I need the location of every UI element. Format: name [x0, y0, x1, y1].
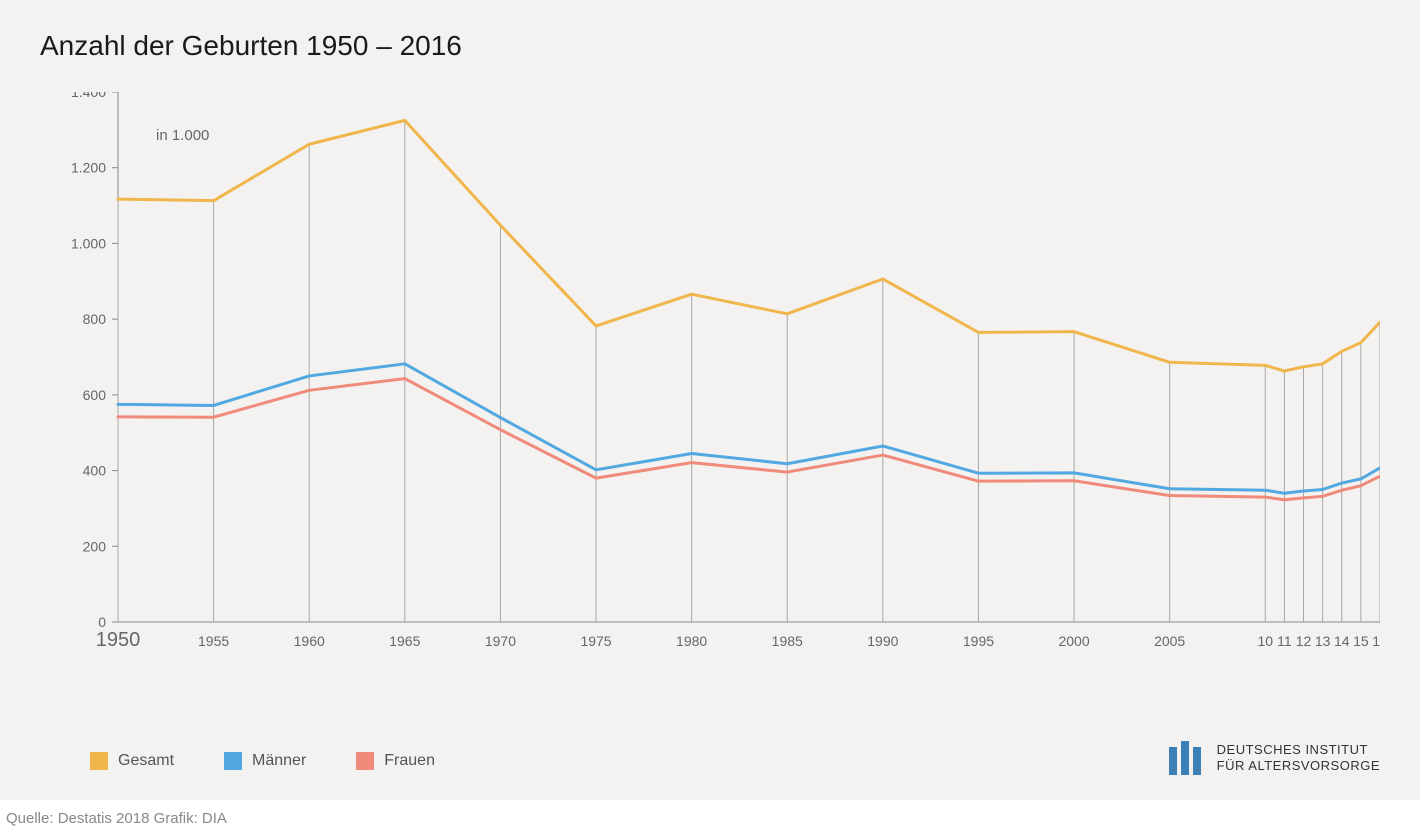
svg-text:11: 11 — [1277, 633, 1292, 649]
legend-item-gesamt: Gesamt — [90, 752, 174, 770]
legend-swatch — [356, 752, 374, 770]
svg-text:16: 16 — [1372, 633, 1380, 649]
svg-text:1955: 1955 — [198, 633, 229, 649]
svg-text:1990: 1990 — [867, 633, 898, 649]
legend-item-maenner: Männer — [224, 752, 306, 770]
svg-text:10: 10 — [1257, 633, 1273, 649]
dia-logo-icon — [1169, 741, 1205, 775]
dia-logo: DEUTSCHES INSTITUT FÜR ALTERSVORSORGE — [1169, 741, 1380, 775]
svg-text:200: 200 — [83, 538, 107, 554]
chart-panel: Anzahl der Geburten 1950 – 2016 0 200 400 6… — [0, 0, 1420, 800]
svg-text:0: 0 — [98, 614, 106, 630]
svg-text:1.400: 1.400 — [71, 92, 106, 100]
svg-text:1975: 1975 — [580, 633, 611, 649]
svg-text:800: 800 — [83, 311, 107, 327]
svg-text:600: 600 — [83, 387, 107, 403]
svg-text:1965: 1965 — [389, 633, 420, 649]
line-chart-svg: 0 200 400 600 800 1.000 1.200 1.400 1950 1955 1960… — [40, 92, 1380, 672]
svg-text:1995: 1995 — [963, 633, 994, 649]
svg-text:12: 12 — [1296, 633, 1312, 649]
svg-text:15: 15 — [1353, 633, 1369, 649]
svg-text:in 1.000: in 1.000 — [156, 127, 209, 144]
svg-text:1980: 1980 — [676, 633, 707, 649]
source-text: Quelle: Destatis 2018 Grafik: DIA — [0, 800, 1420, 827]
legend: Gesamt Männer Frauen — [90, 752, 435, 770]
svg-text:1985: 1985 — [772, 633, 803, 649]
svg-text:13: 13 — [1315, 633, 1331, 649]
legend-label: Frauen — [384, 752, 435, 770]
svg-text:1.200: 1.200 — [71, 160, 106, 176]
chart-area: 0 200 400 600 800 1.000 1.200 1.400 1950 1955 1960… — [40, 92, 1380, 672]
svg-text:14: 14 — [1334, 633, 1350, 649]
legend-swatch — [90, 752, 108, 770]
svg-text:1950: 1950 — [96, 629, 141, 651]
svg-text:2000: 2000 — [1058, 633, 1089, 649]
svg-text:400: 400 — [83, 463, 107, 479]
legend-label: Gesamt — [118, 752, 174, 770]
legend-swatch — [224, 752, 242, 770]
svg-text:1960: 1960 — [294, 633, 325, 649]
svg-text:2005: 2005 — [1154, 633, 1185, 649]
chart-title: Anzahl der Geburten 1950 – 2016 — [40, 30, 1380, 62]
legend-item-frauen: Frauen — [356, 752, 435, 770]
legend-label: Männer — [252, 752, 306, 770]
svg-text:1.000: 1.000 — [71, 235, 106, 251]
dia-logo-text: DEUTSCHES INSTITUT FÜR ALTERSVORSORGE — [1217, 742, 1380, 775]
svg-text:1970: 1970 — [485, 633, 516, 649]
